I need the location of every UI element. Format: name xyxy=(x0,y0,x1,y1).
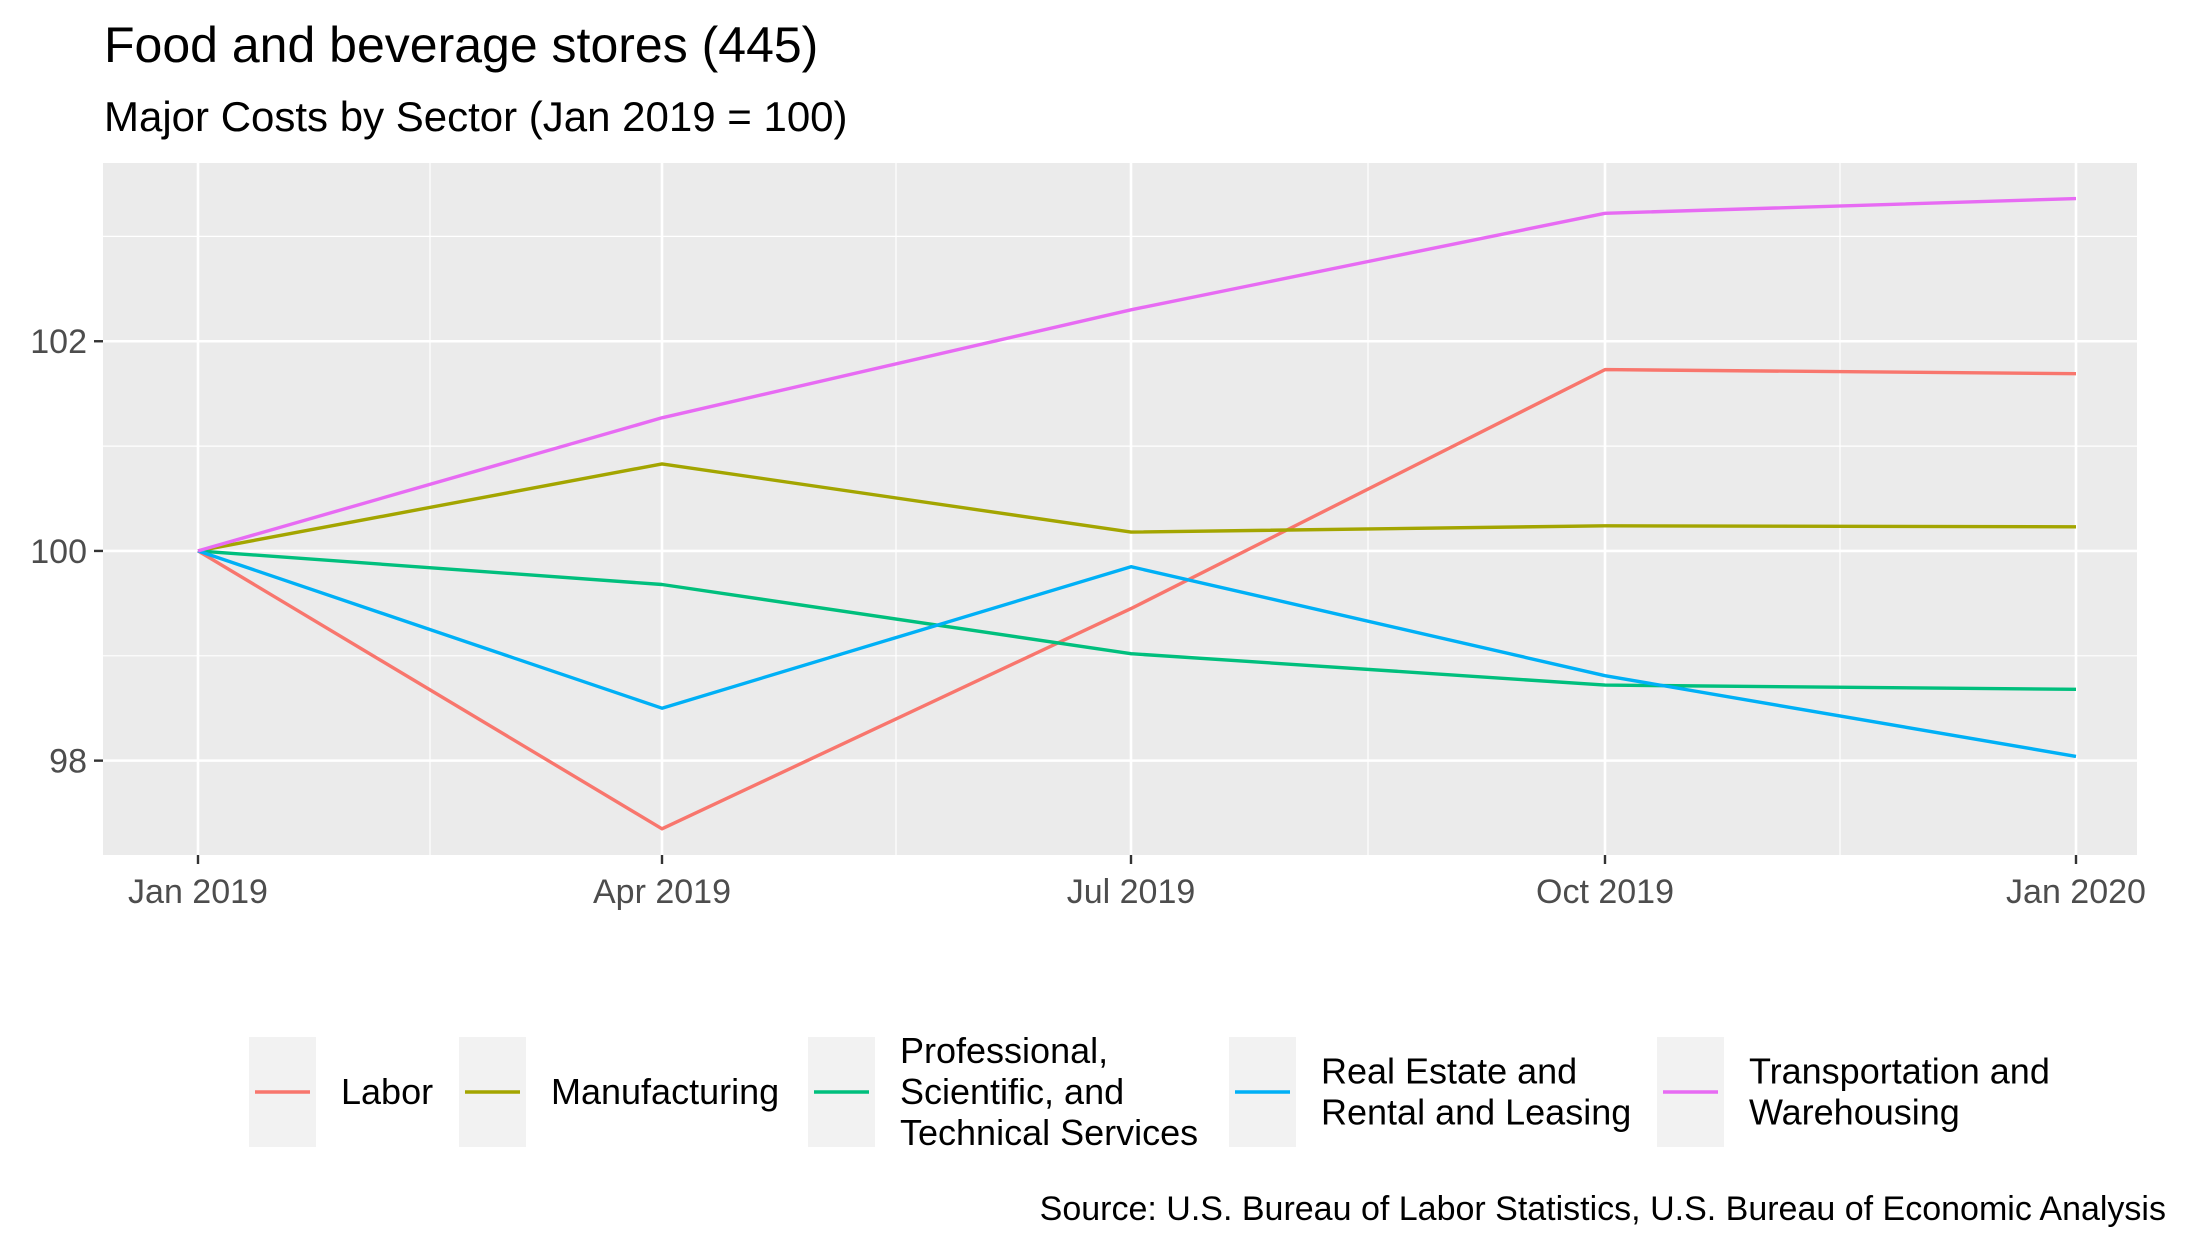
legend-label: Professional, Scientific, and Technical Se… xyxy=(900,1030,1198,1153)
legend-label-line: Transportation and xyxy=(1749,1051,2050,1092)
x-tick-label: Jul 2019 xyxy=(1067,873,1196,911)
series-line-labor xyxy=(197,367,2077,831)
series-line-manufacturing xyxy=(197,462,2077,553)
chart-subtitle: Major Costs by Sector (Jan 2019 = 100) xyxy=(104,93,848,140)
chart-title: Food and beverage stores (445) xyxy=(104,17,818,73)
y-tick-label: 102 xyxy=(30,323,87,361)
legend-label-line: Labor xyxy=(341,1071,433,1112)
x-tick-label: Apr 2019 xyxy=(593,873,731,911)
series-line-professional-scientific-and-technical-services xyxy=(197,549,2077,691)
legend: Labor Manufacturing Professional, Scientifi… xyxy=(249,1030,2050,1153)
axes: 98 100 102 Jan 2019 Apr 2019 Jul 2019 Oct 2019… xyxy=(30,323,2146,911)
x-tick-label: Jan 2020 xyxy=(2006,873,2146,911)
y-tick-label: 100 xyxy=(30,533,87,571)
grid-lines xyxy=(103,163,2137,855)
series-line-transportation-and-warehousing xyxy=(197,196,2077,553)
legend-label-line: Technical Services xyxy=(900,1112,1198,1153)
series-lines xyxy=(197,196,2077,831)
legend-label-line: Manufacturing xyxy=(551,1071,779,1112)
legend-label-line: Scientific, and xyxy=(900,1071,1124,1112)
legend-label: Labor xyxy=(341,1071,433,1112)
series-line-real-estate-and-rental-and-leasing xyxy=(197,549,2077,759)
legend-label-line: Professional, xyxy=(900,1030,1108,1071)
x-tick-label: Oct 2019 xyxy=(1536,873,1674,911)
y-tick-label: 98 xyxy=(49,743,87,781)
chart-caption: Source: U.S. Bureau of Labor Statistics,… xyxy=(1040,1190,2166,1228)
legend-label: Transportation and Warehousing xyxy=(1749,1051,2050,1133)
legend-label-line: Real Estate and xyxy=(1321,1051,1577,1092)
legend-label-line: Warehousing xyxy=(1749,1092,1960,1133)
x-tick-label: Jan 2019 xyxy=(128,873,268,911)
legend-label: Manufacturing xyxy=(551,1071,779,1112)
legend-label: Real Estate and Rental and Leasing xyxy=(1321,1051,1631,1133)
legend-label-line: Rental and Leasing xyxy=(1321,1092,1631,1133)
plot-panel xyxy=(103,163,2137,855)
